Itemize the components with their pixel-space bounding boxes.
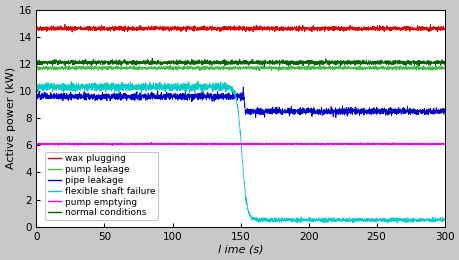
pipe leakage	[104, 95, 110, 99]
wax plugging	[80, 28, 86, 31]
pump leakage	[441, 67, 447, 70]
wax plugging	[34, 27, 39, 30]
Line: pipe leakage: pipe leakage	[36, 87, 444, 118]
pump emptying	[389, 141, 395, 144]
pipe leakage	[240, 86, 246, 89]
pump leakage	[80, 67, 85, 70]
normal conditions	[433, 61, 439, 64]
pipe leakage	[80, 95, 85, 98]
normal conditions	[261, 65, 267, 68]
flexible shaft failure	[441, 219, 447, 222]
pump leakage	[389, 67, 395, 70]
pipe leakage	[207, 96, 213, 99]
wax plugging	[433, 26, 439, 29]
pump leakage	[433, 66, 439, 69]
pump emptying	[433, 143, 439, 146]
Line: flexible shaft failure: flexible shaft failure	[36, 81, 444, 223]
pump leakage	[131, 64, 136, 67]
flexible shaft failure	[433, 219, 439, 222]
wax plugging	[190, 29, 196, 32]
Line: pump emptying: pump emptying	[36, 142, 444, 145]
pump emptying	[208, 142, 213, 145]
pump emptying	[148, 141, 154, 144]
Legend: wax plugging, pump leakage, pipe leakage, flexible shaft failure, pump emptying,: wax plugging, pump leakage, pipe leakage…	[45, 152, 158, 220]
Line: pump leakage: pump leakage	[36, 65, 444, 70]
pump emptying	[104, 143, 110, 146]
pipe leakage	[190, 94, 195, 97]
wax plugging	[427, 23, 432, 26]
pump leakage	[207, 68, 213, 71]
normal conditions	[149, 57, 155, 60]
flexible shaft failure	[207, 86, 213, 89]
flexible shaft failure	[195, 80, 200, 83]
X-axis label: l ime (s): l ime (s)	[217, 244, 263, 255]
flexible shaft failure	[80, 82, 85, 86]
pipe leakage	[389, 107, 395, 110]
flexible shaft failure	[104, 83, 110, 86]
Y-axis label: Active power (kW): Active power (kW)	[6, 67, 16, 169]
pump leakage	[34, 68, 39, 71]
Line: wax plugging: wax plugging	[36, 24, 444, 32]
pump leakage	[275, 69, 281, 72]
normal conditions	[207, 60, 213, 63]
pipe leakage	[433, 110, 439, 113]
normal conditions	[80, 60, 85, 63]
normal conditions	[104, 61, 110, 64]
pump leakage	[190, 66, 196, 69]
pump emptying	[190, 143, 196, 146]
pipe leakage	[441, 108, 447, 112]
wax plugging	[104, 27, 110, 30]
wax plugging	[441, 27, 447, 30]
pipe leakage	[34, 97, 39, 100]
normal conditions	[441, 63, 447, 67]
pump emptying	[56, 144, 61, 147]
normal conditions	[389, 60, 395, 63]
flexible shaft failure	[190, 85, 195, 88]
normal conditions	[190, 62, 196, 65]
flexible shaft failure	[34, 84, 39, 87]
normal conditions	[34, 61, 39, 64]
pipe leakage	[332, 116, 338, 119]
wax plugging	[389, 27, 395, 30]
wax plugging	[69, 30, 75, 34]
pump leakage	[104, 66, 110, 69]
Line: normal conditions: normal conditions	[36, 58, 444, 67]
flexible shaft failure	[384, 222, 390, 225]
pump emptying	[34, 142, 39, 146]
wax plugging	[207, 27, 213, 30]
flexible shaft failure	[389, 218, 395, 221]
pump emptying	[441, 142, 447, 145]
pump emptying	[80, 142, 86, 145]
